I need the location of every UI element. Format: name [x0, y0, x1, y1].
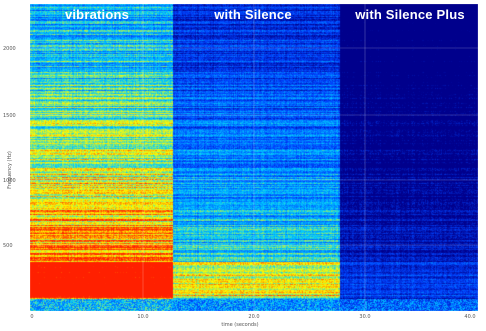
x-tick-label: 20.0 — [248, 314, 260, 320]
segment-title-with-silence: with Silence — [214, 7, 292, 22]
y-tick-label: 1000 — [3, 178, 16, 184]
x-tick-label: 10.0 — [137, 314, 149, 320]
plot-area — [30, 4, 478, 311]
x-tick-label: 30.0 — [359, 314, 371, 320]
segment-title-vibrations: vibrations — [64, 7, 130, 22]
x-tick-label: 40.0 — [464, 314, 476, 320]
x-axis-label: time (seconds) — [221, 322, 259, 328]
segment-title-with-silence-plus: with Silence Plus — [355, 7, 465, 22]
x-tick-label: 0 — [30, 314, 34, 320]
y-tick-label: 2000 — [3, 46, 16, 52]
spectrogram-heatmap — [30, 4, 478, 311]
y-tick-label: 1500 — [3, 113, 16, 119]
y-tick-label: 500 — [3, 243, 13, 249]
y-axis-label: Frequency (Hz) — [7, 151, 13, 189]
